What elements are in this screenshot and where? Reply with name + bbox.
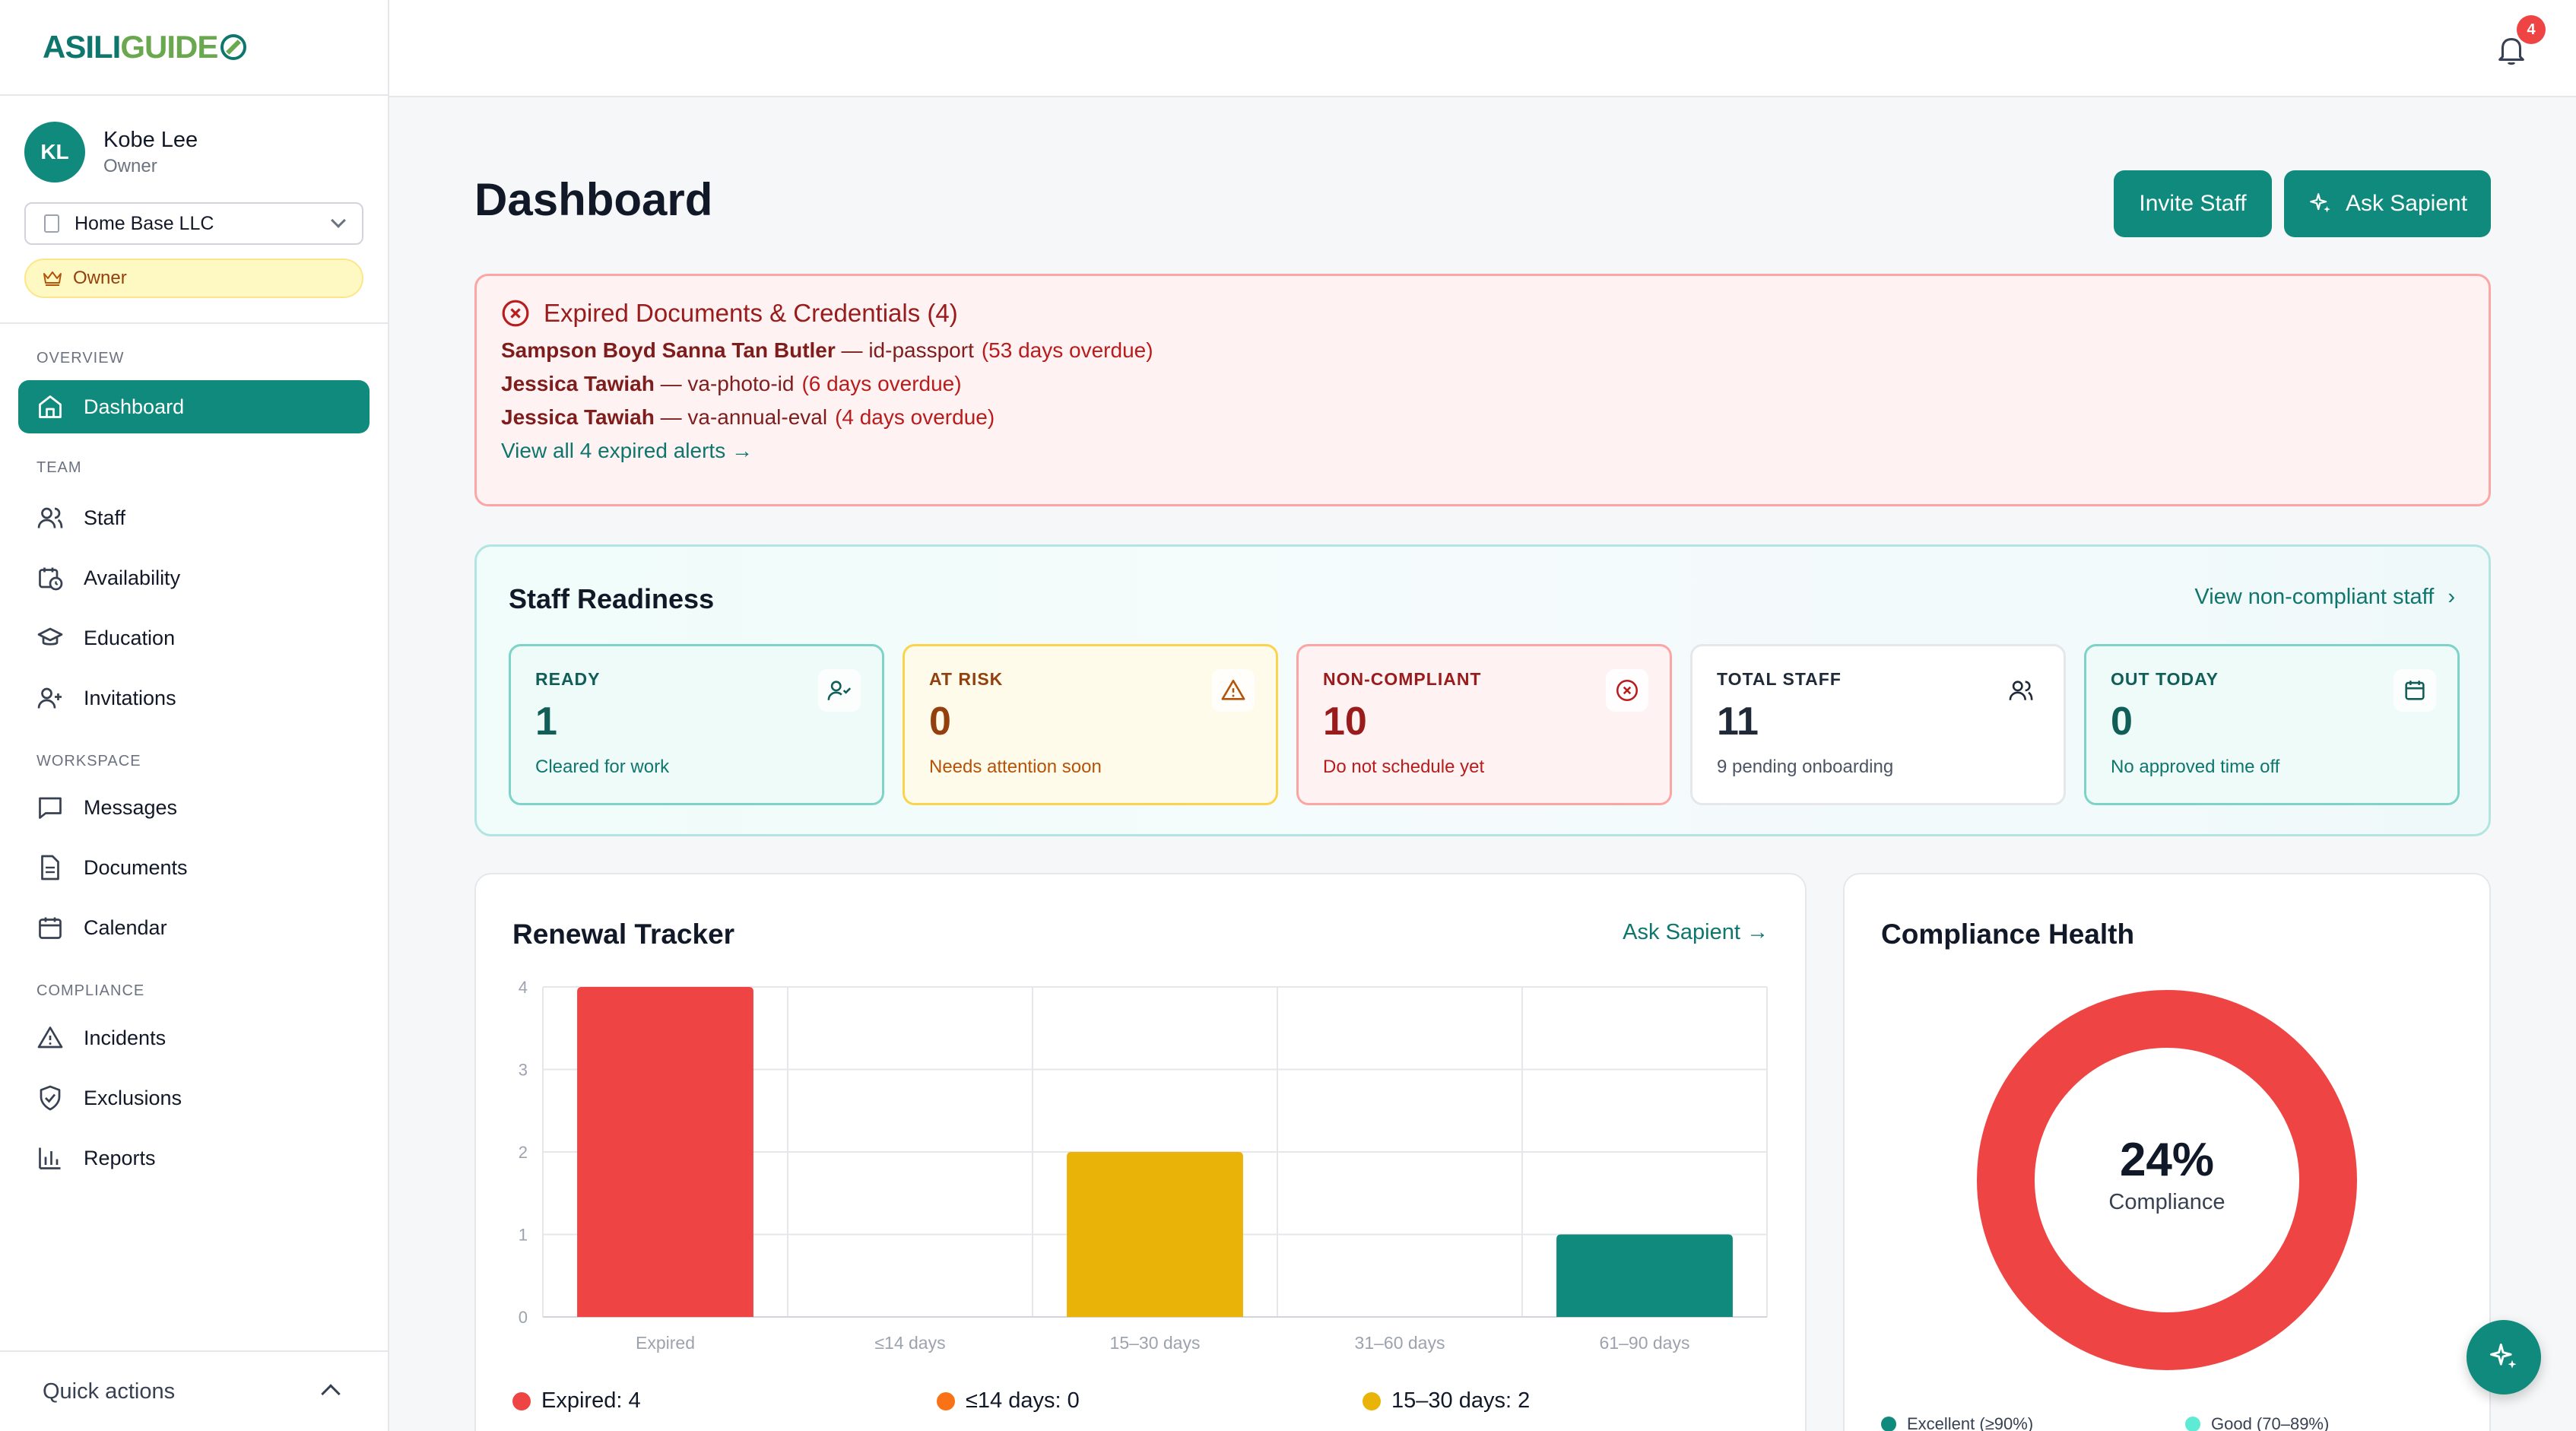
- sidebar-item-reports[interactable]: Reports: [18, 1131, 370, 1185]
- alert-item: Sampson Boyd Sanna Tan Butler — id-passp…: [501, 338, 1153, 362]
- chevron-up-icon: [321, 1384, 341, 1404]
- crown-icon: [43, 271, 62, 286]
- message-icon: [39, 797, 62, 819]
- staff-readiness-panel: Staff Readiness View non-compliant staff…: [474, 544, 2491, 836]
- non-compliant-card[interactable]: NON-COMPLIANT 10 Do not schedule yet: [1296, 644, 1672, 805]
- sidebar-item-invitations[interactable]: Invitations: [18, 671, 370, 725]
- sidebar-item-incidents[interactable]: Incidents: [18, 1011, 370, 1065]
- at-risk-card[interactable]: AT RISK 0 Needs attention soon: [903, 644, 1278, 805]
- notification-badge: 4: [2517, 15, 2546, 44]
- user-role: Owner: [103, 155, 157, 176]
- sidebar-item-availability[interactable]: Availability: [18, 551, 370, 604]
- sparkles-icon: [2310, 193, 2330, 213]
- sidebar: ASILIGUIDE KL Kobe Lee Owner Home Base L…: [0, 0, 389, 1431]
- section-label-overview: OVERVIEW: [36, 350, 125, 366]
- graduation-cap-icon: [37, 627, 63, 646]
- legend-dot: [937, 1391, 955, 1410]
- x-circle-icon: [1616, 679, 1639, 702]
- legend-dot: [1881, 1417, 1896, 1431]
- health-title: Compliance Health: [1881, 919, 2135, 950]
- total-staff-card[interactable]: TOTAL STAFF 11 9 pending onboarding: [1690, 644, 2066, 805]
- users-icon: [2009, 681, 2033, 700]
- ready-card[interactable]: READY 1 Cleared for work: [509, 644, 884, 805]
- calendar-clock-icon: [39, 567, 63, 591]
- legend-dot: [2185, 1417, 2200, 1431]
- ask-sapient-button[interactable]: Ask Sapient: [2284, 170, 2491, 237]
- compliance-label: Compliance: [2108, 1190, 2225, 1214]
- user-name: Kobe Lee: [103, 127, 198, 152]
- user-profile[interactable]: KL Kobe Lee Owner: [24, 122, 198, 182]
- building-icon: [44, 214, 59, 233]
- users-icon: [37, 507, 63, 528]
- out-today-card[interactable]: OUT TODAY 0 No approved time off: [2084, 644, 2460, 805]
- legend-item-good: Good (70–89%): [2185, 1414, 2329, 1431]
- legend-item-14-days: ≤14 days: 0: [937, 1388, 1080, 1414]
- sapient-fab-button[interactable]: [2467, 1320, 2541, 1395]
- divider: [0, 322, 388, 324]
- view-non-compliant-link[interactable]: View non-compliant staff ›: [2194, 585, 2455, 609]
- document-icon: [41, 855, 59, 880]
- ask-sapient-link[interactable]: Ask Sapient →: [1623, 920, 1769, 944]
- sidebar-item-exclusions[interactable]: Exclusions: [18, 1071, 370, 1125]
- section-label-compliance: COMPLIANCE: [36, 982, 145, 999]
- legend-dot: [512, 1391, 531, 1410]
- renewal-title: Renewal Tracker: [512, 919, 735, 950]
- sidebar-item-education[interactable]: Education: [18, 611, 370, 665]
- alert-item: Jessica Tawiah — va-photo-id (6 days over…: [501, 372, 962, 395]
- view-expired-alerts-link[interactable]: View all 4 expired alerts →: [501, 439, 753, 462]
- shield-check-icon: [40, 1085, 61, 1111]
- sidebar-item-dashboard[interactable]: Dashboard: [18, 380, 370, 433]
- renewal-tracker-panel: Renewal Tracker Ask Sapient →: [474, 873, 1807, 1431]
- sidebar-item-messages[interactable]: Messages: [18, 781, 370, 834]
- sidebar-item-calendar[interactable]: Calendar: [18, 901, 370, 954]
- legend-item-excellent: Excellent (≥90%): [1881, 1414, 2033, 1431]
- donut-center: 24% Compliance: [1977, 1133, 2357, 1215]
- logo[interactable]: ASILIGUIDE: [0, 0, 388, 96]
- readiness-title: Staff Readiness: [509, 583, 715, 614]
- topbar: 4: [389, 0, 2576, 97]
- org-select-value: Home Base LLC: [75, 212, 214, 234]
- section-label-team: TEAM: [36, 459, 82, 476]
- avatar: KL: [24, 122, 85, 182]
- bell-icon[interactable]: [2494, 32, 2529, 67]
- legend-dot: [1363, 1391, 1381, 1410]
- user-plus-icon: [37, 687, 62, 709]
- quick-actions-toggle[interactable]: Quick actions: [0, 1350, 388, 1431]
- chevron-right-icon: ›: [2448, 585, 2455, 609]
- sidebar-item-staff[interactable]: Staff: [18, 491, 370, 544]
- legend-item-expired: Expired: 4: [512, 1388, 641, 1414]
- alert-title: Expired Documents & Credentials (4): [544, 299, 958, 327]
- section-label-workspace: WORKSPACE: [36, 753, 141, 769]
- sidebar-item-documents[interactable]: Documents: [18, 841, 370, 894]
- bar-chart-icon: [39, 1147, 61, 1169]
- chevron-down-icon: [331, 213, 346, 228]
- calendar-icon: [39, 917, 62, 939]
- expired-alert-banner: Expired Documents & Credentials (4) Samp…: [474, 274, 2491, 506]
- role-badge: Owner: [24, 259, 363, 298]
- x-circle-icon: [502, 300, 529, 327]
- invite-staff-button[interactable]: Invite Staff: [2114, 170, 2272, 237]
- warning-icon: [1221, 679, 1245, 700]
- sparkles-icon: [2490, 1344, 2517, 1369]
- home-icon: [39, 395, 62, 418]
- compass-icon: [220, 34, 247, 60]
- compliance-percent: 24%: [2119, 1134, 2215, 1186]
- warning-icon: [37, 1026, 63, 1049]
- calendar-icon: [2405, 681, 2425, 700]
- org-select[interactable]: Home Base LLC: [24, 202, 363, 245]
- alert-item: Jessica Tawiah — va-annual-eval (4 days o…: [501, 405, 995, 429]
- legend-item-15-30-days: 15–30 days: 2: [1363, 1388, 1530, 1414]
- page-title: Dashboard: [474, 174, 713, 225]
- user-check-icon: [827, 681, 852, 700]
